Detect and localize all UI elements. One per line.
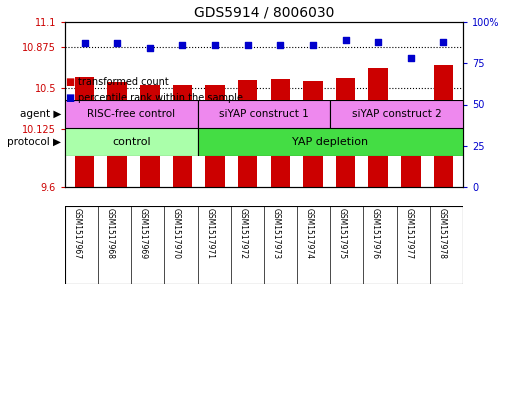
Point bbox=[244, 42, 252, 48]
Text: GSM1517974: GSM1517974 bbox=[305, 208, 314, 259]
Bar bbox=[270, 79, 290, 187]
Bar bbox=[330, 100, 463, 128]
Point bbox=[211, 42, 219, 48]
Point bbox=[374, 39, 382, 45]
Point bbox=[179, 42, 187, 48]
Text: agent ▶: agent ▶ bbox=[19, 109, 61, 119]
Text: percentile rank within the sample: percentile rank within the sample bbox=[78, 93, 243, 103]
Text: GDS5914 / 8006030: GDS5914 / 8006030 bbox=[194, 5, 334, 19]
Bar bbox=[198, 100, 330, 128]
Bar bbox=[140, 85, 160, 187]
Text: GSM1517978: GSM1517978 bbox=[438, 208, 446, 259]
Point bbox=[309, 42, 317, 48]
Text: control: control bbox=[112, 137, 151, 147]
Text: siYAP construct 1: siYAP construct 1 bbox=[219, 109, 309, 119]
Bar bbox=[198, 128, 463, 156]
Bar bbox=[65, 100, 198, 128]
Text: GSM1517977: GSM1517977 bbox=[404, 208, 413, 259]
Text: RISC-free control: RISC-free control bbox=[87, 109, 175, 119]
Bar bbox=[238, 80, 258, 187]
Bar bbox=[205, 85, 225, 187]
Text: transformed count: transformed count bbox=[78, 77, 169, 87]
Point bbox=[276, 42, 284, 48]
Text: GSM1517975: GSM1517975 bbox=[338, 208, 347, 259]
Text: siYAP construct 2: siYAP construct 2 bbox=[352, 109, 442, 119]
Point bbox=[439, 39, 447, 45]
Text: GSM1517976: GSM1517976 bbox=[371, 208, 380, 259]
Bar bbox=[107, 82, 127, 187]
Text: GSM1517972: GSM1517972 bbox=[239, 208, 247, 259]
Text: GSM1517967: GSM1517967 bbox=[72, 208, 82, 259]
Bar bbox=[336, 78, 356, 187]
Text: GSM1517968: GSM1517968 bbox=[106, 208, 115, 259]
Point bbox=[146, 45, 154, 51]
Bar bbox=[65, 128, 198, 156]
Bar bbox=[433, 65, 453, 187]
Text: protocol ▶: protocol ▶ bbox=[7, 137, 61, 147]
Bar bbox=[173, 85, 192, 187]
Bar bbox=[303, 81, 323, 187]
Text: GSM1517970: GSM1517970 bbox=[172, 208, 181, 259]
Text: ■: ■ bbox=[65, 77, 74, 87]
Point bbox=[81, 40, 89, 47]
Bar bbox=[75, 77, 94, 187]
Text: GSM1517969: GSM1517969 bbox=[139, 208, 148, 259]
Point bbox=[407, 55, 415, 61]
Bar bbox=[368, 68, 388, 187]
Point bbox=[113, 40, 121, 47]
Text: GSM1517971: GSM1517971 bbox=[205, 208, 214, 259]
Bar bbox=[401, 149, 421, 187]
Text: ■: ■ bbox=[65, 93, 74, 103]
Point bbox=[342, 37, 350, 43]
Text: YAP depletion: YAP depletion bbox=[292, 137, 368, 147]
Text: GSM1517973: GSM1517973 bbox=[271, 208, 281, 259]
